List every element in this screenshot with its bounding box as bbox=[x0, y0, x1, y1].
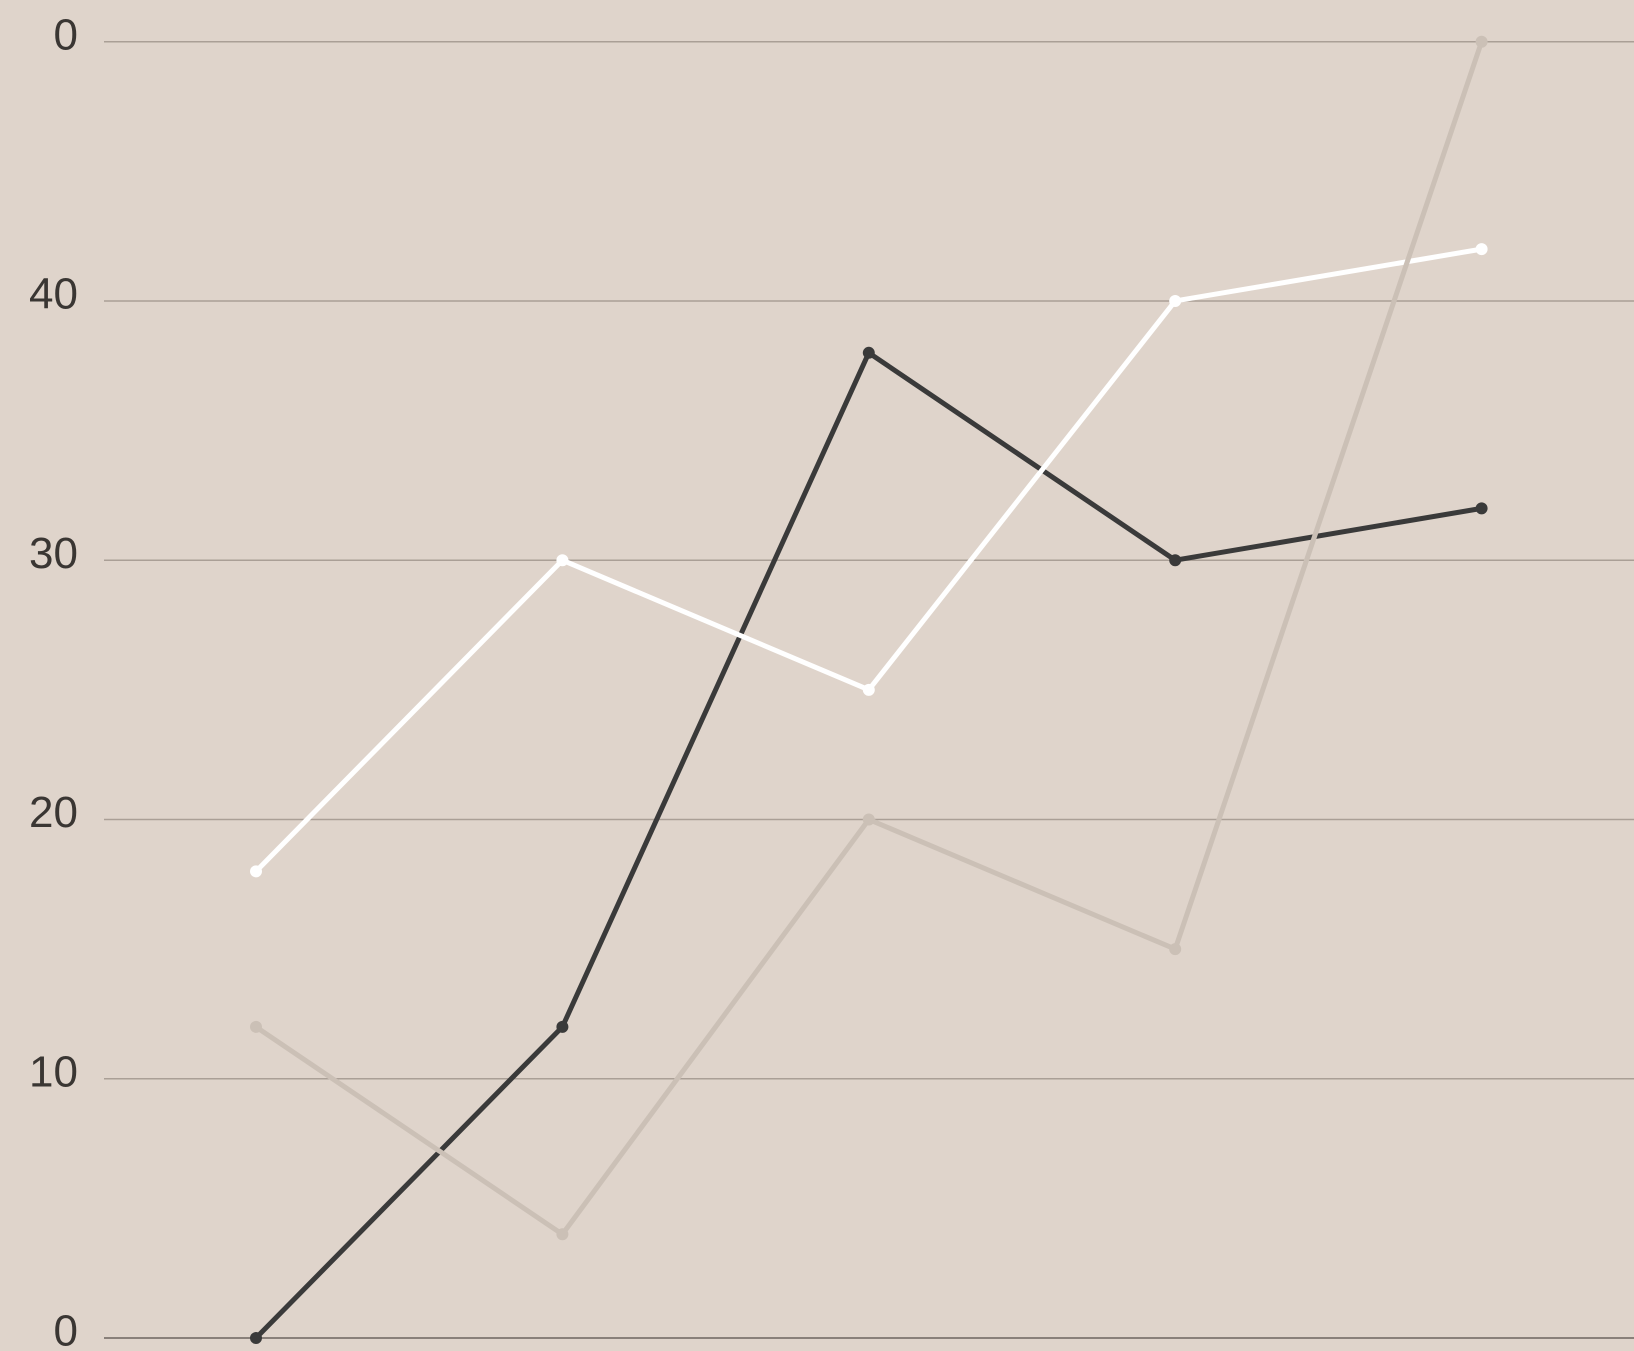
y-tick-label: 0 bbox=[54, 10, 78, 59]
data-point bbox=[556, 1020, 569, 1033]
data-point bbox=[862, 346, 875, 359]
y-tick-label: 20 bbox=[29, 788, 78, 837]
series-line bbox=[254, 350, 1483, 1340]
y-tick-label: 0 bbox=[54, 1307, 78, 1351]
data-point bbox=[1475, 35, 1488, 48]
y-tick-label: 10 bbox=[29, 1047, 78, 1096]
data-point bbox=[862, 683, 875, 696]
data-point bbox=[1475, 243, 1488, 256]
data-point bbox=[250, 1020, 262, 1033]
data-point bbox=[250, 1332, 262, 1344]
data-point bbox=[556, 1228, 569, 1241]
data-point bbox=[1169, 554, 1182, 567]
series-line bbox=[254, 40, 1484, 1237]
data-point bbox=[1475, 502, 1488, 515]
data-point bbox=[862, 813, 875, 826]
data-point bbox=[1169, 294, 1182, 307]
data-point bbox=[556, 554, 569, 567]
y-tick-label: 40 bbox=[29, 270, 78, 319]
data-point bbox=[1169, 943, 1182, 956]
data-point bbox=[250, 865, 262, 878]
y-tick-label: 30 bbox=[29, 529, 78, 578]
